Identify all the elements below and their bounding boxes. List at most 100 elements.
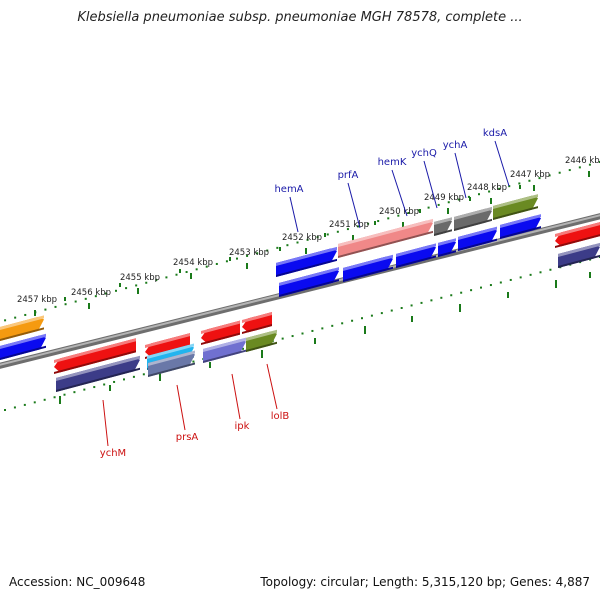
outer-scale-dot [286, 244, 289, 247]
gene-ipk-lower-highlight [203, 337, 246, 352]
outer-scale-dot [14, 316, 17, 319]
gene-ychM-lower-body [56, 357, 140, 392]
inner-scale-dot [351, 319, 354, 322]
gene-left-blue[interactable] [0, 333, 46, 360]
gene-kdsA-highlight [493, 194, 538, 209]
gene-cds-c[interactable] [396, 243, 436, 268]
gene-cds-d[interactable] [438, 238, 456, 257]
gene-ychM-lower-highlight [56, 355, 140, 381]
outer-kbp-label: 2451 kbp [329, 220, 369, 230]
outer-scale-dot [427, 206, 430, 209]
gene-ipk[interactable] [201, 320, 240, 345]
gene-ychA-body [454, 208, 492, 231]
gene-cds-a-body [279, 268, 339, 297]
inner-scale-dot [242, 347, 244, 350]
inner-scale-dot [331, 324, 334, 327]
outer-scale-dot [538, 177, 541, 180]
inner-scale-dot [470, 289, 473, 292]
inner-scale-dot [113, 380, 116, 383]
gene-cds-f[interactable] [500, 214, 541, 239]
gene-left-orange[interactable] [0, 315, 44, 341]
outer-scale-dot [508, 185, 511, 188]
gene-ychQ-label: ychQ [411, 148, 437, 159]
inner-scale-dot [489, 284, 492, 287]
outer-scale-dot [377, 220, 380, 223]
gene-right-navy[interactable] [558, 242, 600, 268]
inner-scale-dot [450, 294, 453, 297]
gene-left-blue-body [0, 335, 46, 360]
gene-lolB-lower[interactable] [246, 329, 277, 352]
gene-ipk-lower[interactable] [203, 337, 246, 363]
gene-prfA-leader [347, 182, 361, 229]
gene-cds-a-highlight [279, 267, 339, 286]
outer-scale-dot [94, 295, 97, 298]
inner-scale-dot [132, 375, 135, 378]
gene-kdsA[interactable] [493, 194, 538, 220]
outer-scale-dot [296, 241, 299, 244]
gene-ychM-lower[interactable] [56, 355, 140, 392]
gene-prfA[interactable] [338, 218, 433, 258]
gene-cds-f-shade [500, 226, 541, 239]
inner-scale-dot [390, 309, 393, 312]
gene-features [0, 194, 600, 392]
inner-scale-dot [4, 409, 6, 411]
gene-ychM-shade [54, 350, 136, 374]
gene-ychA[interactable] [454, 206, 492, 231]
outer-scale-dot [578, 166, 581, 169]
gene-prsA-body [145, 333, 190, 358]
gene-cds-a[interactable] [279, 267, 339, 297]
inner-scale-dot [430, 299, 433, 302]
inner-scale-dot [13, 406, 16, 409]
outer-scale-dot [24, 313, 27, 316]
outer-scale-dot [155, 279, 158, 282]
gene-lolB-highlight [242, 312, 272, 323]
outer-scale-dot [225, 260, 228, 263]
gene-lolB-label: lolB [271, 411, 290, 422]
outer-scale-dot [417, 209, 420, 212]
gene-right-red[interactable] [555, 222, 600, 248]
gene-lolB[interactable] [242, 312, 272, 334]
gene-cds-e-highlight [458, 226, 497, 240]
gene-left-orange-shade [0, 327, 44, 341]
gene-hemA-body [276, 248, 337, 277]
outer-kbp-label: 2450 kbp [379, 207, 419, 217]
inner-scale-dot [589, 258, 592, 261]
inner-scale-dot [23, 403, 26, 406]
gene-prfA-label: prfA [338, 170, 359, 181]
gene-cds-d-highlight [438, 238, 456, 246]
gene-right-red-shade [555, 234, 600, 248]
inner-scale-dot [33, 401, 36, 404]
inner-scale-dot [539, 271, 542, 274]
gene-cds-b[interactable] [343, 254, 393, 282]
gene-prsA-steel[interactable] [148, 350, 195, 377]
inner-scale-dot [370, 314, 373, 317]
gene-prfA-body [338, 220, 433, 258]
inner-scale-dot [460, 291, 463, 294]
gene-ychM[interactable] [54, 338, 136, 374]
inner-scale-dot [509, 278, 512, 281]
outer-scale-dot [397, 214, 400, 217]
inner-scale-dot [83, 388, 86, 391]
inner-scale-dot [420, 301, 423, 304]
outer-scale-dot [246, 254, 249, 257]
gene-ipk-leader [231, 373, 241, 420]
gene-cds-a-shade [279, 279, 339, 297]
gene-cds-f-highlight [500, 214, 541, 228]
outer-scale-dot [125, 287, 128, 290]
gene-lolB-shade [242, 324, 272, 334]
gene-hemA-highlight [276, 246, 337, 266]
gene-cds-e[interactable] [458, 226, 497, 251]
outer-scale-dot [588, 163, 591, 166]
gene-ychA-leader [454, 152, 467, 199]
gene-cds-c-shade [396, 255, 436, 268]
gene-ychQ[interactable] [434, 217, 452, 236]
gene-hemA[interactable] [276, 246, 337, 277]
gene-ychM-label: ychM [100, 448, 126, 459]
outer-scale-dot [387, 217, 390, 220]
gene-prfA-highlight [338, 218, 433, 247]
outer-scale-dot [478, 193, 480, 196]
gene-ychA-highlight [454, 206, 492, 220]
inner-scale-dot [73, 391, 76, 394]
